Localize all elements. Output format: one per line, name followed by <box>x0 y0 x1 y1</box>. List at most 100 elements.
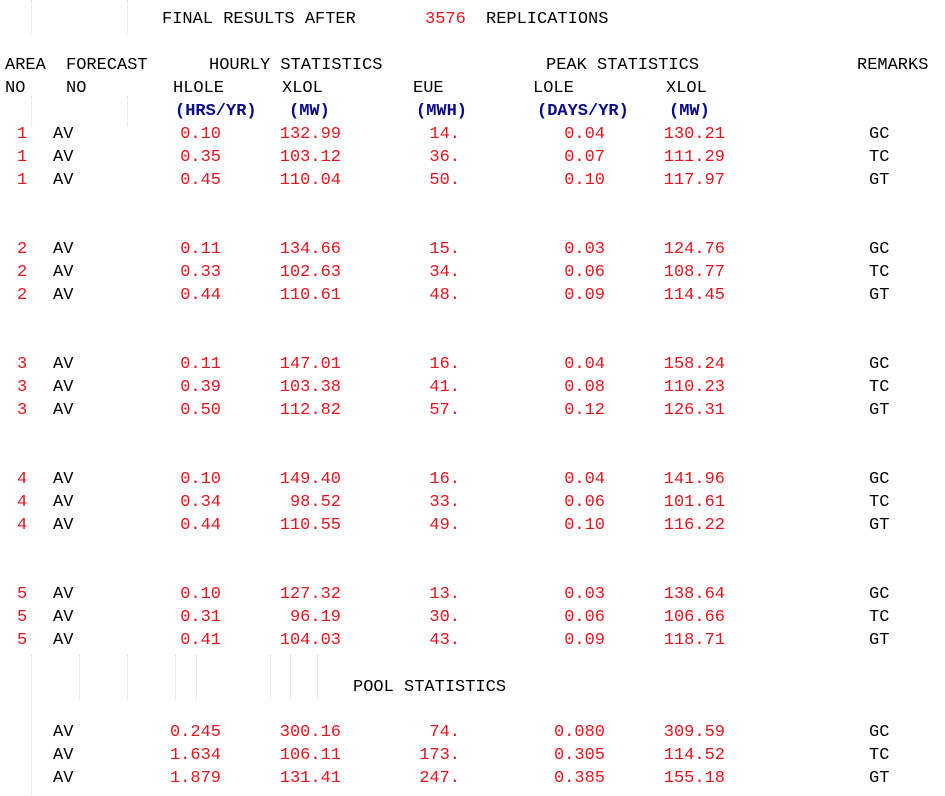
pool-eue-value: 74. <box>429 723 460 742</box>
lole-value: 0.04 <box>564 470 605 489</box>
guide-line <box>270 655 271 700</box>
hlole-value: 0.11 <box>180 355 221 374</box>
peak-xlol-value: 126.31 <box>663 401 725 420</box>
peak-xlol-value: 158.24 <box>663 355 725 374</box>
guide-line <box>127 0 128 34</box>
peak-xlol-value: 114.45 <box>663 286 725 305</box>
hourly-xlol-value: 110.61 <box>279 286 341 305</box>
area-number: 5 <box>17 585 28 604</box>
hourly-xlol-value: 110.55 <box>279 516 341 535</box>
eue-header: EUE <box>413 79 444 98</box>
area-number: 4 <box>17 516 28 535</box>
forecast-code: AV <box>53 171 74 190</box>
hlole-value: 0.41 <box>180 631 221 650</box>
guide-line <box>127 96 128 126</box>
area-number: 5 <box>17 608 28 627</box>
hlole-value: 0.10 <box>180 470 221 489</box>
forecast-code: AV <box>53 631 74 650</box>
hourly-xlol-value: 103.38 <box>279 378 341 397</box>
area-number: 1 <box>17 171 28 190</box>
area-header: AREA <box>5 56 46 75</box>
hlole-header: HLOLE <box>173 79 225 98</box>
pool-hlole-value: 0.245 <box>169 723 221 742</box>
eue-value: 16. <box>429 355 460 374</box>
hourly-xlol-value: 149.40 <box>279 470 341 489</box>
lole-value: 0.03 <box>564 585 605 604</box>
forecast-code: AV <box>53 240 74 259</box>
area-number: 2 <box>17 263 28 282</box>
guide-line <box>31 655 32 795</box>
guide-line <box>79 655 80 700</box>
peak-statistics-header: PEAK STATISTICS <box>546 56 700 75</box>
peak-xlol-value: 101.61 <box>663 493 725 512</box>
hlole-value: 0.44 <box>180 516 221 535</box>
hourly-xlol-value: 98.52 <box>289 493 341 512</box>
hourly-xlol-value: 96.19 <box>289 608 341 627</box>
lole-value: 0.03 <box>564 240 605 259</box>
guide-line <box>31 0 32 34</box>
peak-xlol-value: 117.97 <box>663 171 725 190</box>
peak-xlol-value: 110.23 <box>663 378 725 397</box>
guide-line <box>196 655 197 700</box>
pool-remark-code: GC <box>869 723 890 742</box>
forecast-code: AV <box>53 608 74 627</box>
eue-value: 50. <box>429 171 460 190</box>
remark-code: TC <box>869 378 890 397</box>
guide-line <box>317 655 318 700</box>
eue-value: 43. <box>429 631 460 650</box>
area-number: 4 <box>17 493 28 512</box>
remark-code: GT <box>869 171 890 190</box>
hlole-value: 0.31 <box>180 608 221 627</box>
remark-code: GT <box>869 286 890 305</box>
forecast-code: AV <box>53 585 74 604</box>
pool-peak-xlol-value: 309.59 <box>663 723 725 742</box>
eue-value: 15. <box>429 240 460 259</box>
guide-line <box>31 96 32 126</box>
lole-value: 0.08 <box>564 378 605 397</box>
lole-value: 0.04 <box>564 355 605 374</box>
peak-xlol-value: 130.21 <box>663 125 725 144</box>
forecast-header: FORECAST <box>66 56 148 75</box>
eue-value: 48. <box>429 286 460 305</box>
hlole-value: 0.10 <box>180 125 221 144</box>
area-number: 2 <box>17 240 28 259</box>
eue-value: 16. <box>429 470 460 489</box>
forecast-code: AV <box>53 355 74 374</box>
pool-peak-xlol-value: 114.52 <box>663 746 725 765</box>
area-number: 4 <box>17 470 28 489</box>
hlole-value: 0.39 <box>180 378 221 397</box>
pool-lole-value: 0.080 <box>553 723 605 742</box>
pool-eue-value: 247. <box>419 769 460 788</box>
forecast-code: AV <box>53 401 74 420</box>
hourly-xlol-value: 112.82 <box>279 401 341 420</box>
area-no-header: NO <box>5 79 26 98</box>
hourly-xlol-value: 102.63 <box>279 263 341 282</box>
remark-code: TC <box>869 263 890 282</box>
hlole-value: 0.10 <box>180 585 221 604</box>
replication-count: 3576 <box>425 10 466 29</box>
peak-xlol-header: XLOL <box>666 79 707 98</box>
pool-forecast-code: AV <box>53 723 74 742</box>
lole-header: LOLE <box>533 79 574 98</box>
remarks-header: REMARKS <box>857 56 929 75</box>
hourly-xlol-value: 132.99 <box>279 125 341 144</box>
peak-xlol-value: 116.22 <box>663 516 725 535</box>
forecast-code: AV <box>53 516 74 535</box>
title-prefix: FINAL RESULTS AFTER <box>162 10 356 29</box>
remark-code: GC <box>869 125 890 144</box>
area-number: 3 <box>17 378 28 397</box>
peak-xlol-value: 138.64 <box>663 585 725 604</box>
hourly-xlol-value: 134.66 <box>279 240 341 259</box>
hourly-xlol-value: 147.01 <box>279 355 341 374</box>
hlole-value: 0.33 <box>180 263 221 282</box>
guide-line <box>290 655 291 700</box>
pool-forecast-code: AV <box>53 769 74 788</box>
forecast-code: AV <box>53 470 74 489</box>
lole-value: 0.12 <box>564 401 605 420</box>
lole-value: 0.04 <box>564 125 605 144</box>
pool-hourly-xlol-value: 300.16 <box>279 723 341 742</box>
peak-xlol-value: 141.96 <box>663 470 725 489</box>
hourly-xlol-value: 110.04 <box>279 171 341 190</box>
area-number: 3 <box>17 401 28 420</box>
hourly-xlol-value: 104.03 <box>279 631 341 650</box>
